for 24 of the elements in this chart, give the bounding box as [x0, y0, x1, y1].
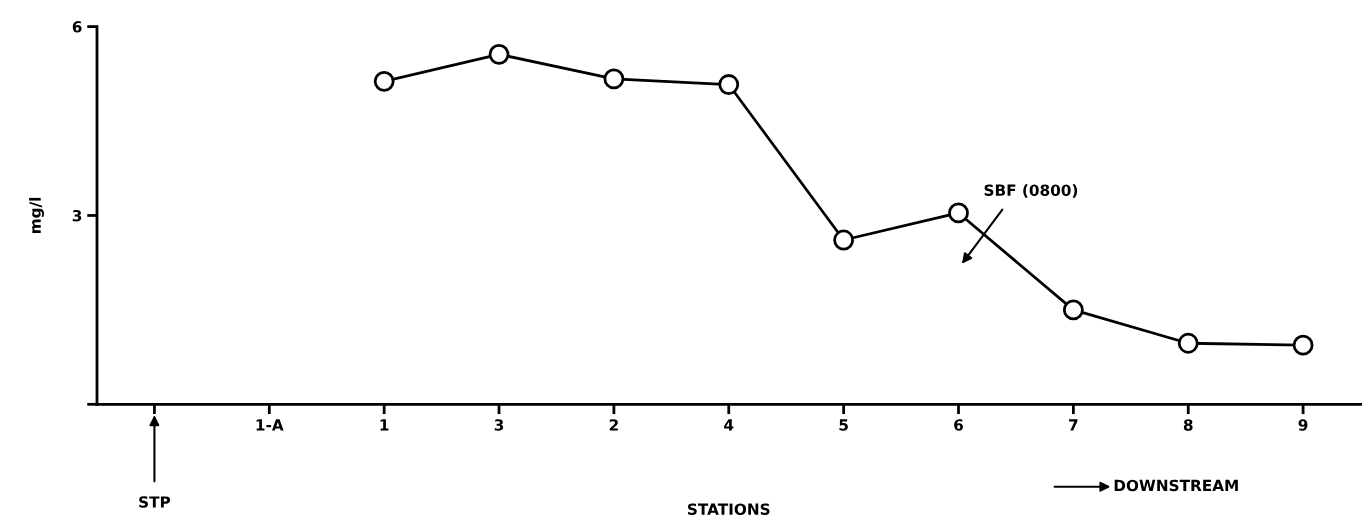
text: STP — [139, 496, 171, 508]
x-tick-label: 2 — [609, 419, 618, 431]
x-tick-label: 4 — [724, 419, 734, 431]
point — [1062, 299, 1084, 321]
x-tick-label: 6 — [954, 419, 963, 431]
point — [488, 43, 510, 65]
point — [718, 74, 740, 95]
point — [1292, 334, 1314, 356]
text: DOWNSTREAM — [1114, 479, 1238, 492]
x-tick-label: 1-A — [256, 419, 284, 431]
annotation: SBF (0800) — [984, 184, 1078, 198]
point — [373, 70, 395, 92]
point — [948, 202, 969, 224]
x-tick-label: 3 — [494, 419, 504, 431]
x-axis-title: STATIONS — [687, 503, 770, 515]
x-tick-label: 8 — [1183, 419, 1193, 431]
point — [603, 68, 625, 90]
x-tick-label: 1 — [380, 419, 389, 431]
point — [833, 229, 855, 251]
point — [1177, 332, 1199, 354]
x-tick-label: 7 — [1069, 419, 1078, 431]
y-axis-title: mg/l — [29, 197, 44, 234]
x-tick-label: 5 — [839, 419, 848, 431]
x-tick-label: 9 — [1298, 419, 1308, 431]
